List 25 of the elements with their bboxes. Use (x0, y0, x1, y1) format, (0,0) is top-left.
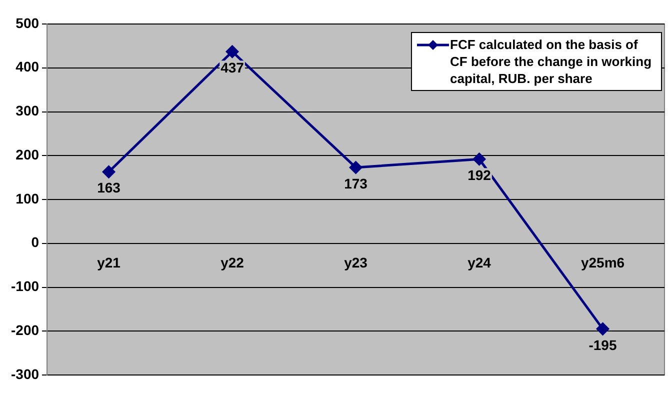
x-tick-label: y25m6 (580, 254, 625, 271)
x-tick-label: y21 (97, 254, 121, 271)
point (473, 152, 486, 166)
data-label: 437 (220, 60, 244, 76)
point (102, 166, 116, 178)
point (226, 45, 239, 58)
data-label: 173 (344, 175, 368, 192)
y-tick-label: -200 (10, 322, 40, 338)
y-tick-label: 0 (31, 234, 40, 250)
x-tick-label: y24 (468, 254, 492, 271)
point (596, 322, 609, 336)
point (350, 161, 362, 174)
x-tick-label: y23 (344, 254, 368, 271)
data-label: 192 (468, 166, 492, 183)
y-tick-label: 200 (16, 146, 40, 162)
data-label: -195 (588, 336, 617, 353)
y-tick-label: 500 (16, 14, 40, 31)
y-tick-label: -100 (10, 278, 40, 294)
data-label: 163 (97, 180, 121, 196)
y-tick-label: -300 (10, 366, 40, 382)
x-tick-label: y22 (220, 254, 244, 271)
legend-label: FCF calculated on the basis of CF before the change in working capital, RUB. per share (450, 36, 653, 87)
y-tick-label: 400 (16, 58, 40, 75)
y-tick-label: 300 (16, 102, 40, 119)
y-tick-label: 100 (16, 190, 40, 206)
